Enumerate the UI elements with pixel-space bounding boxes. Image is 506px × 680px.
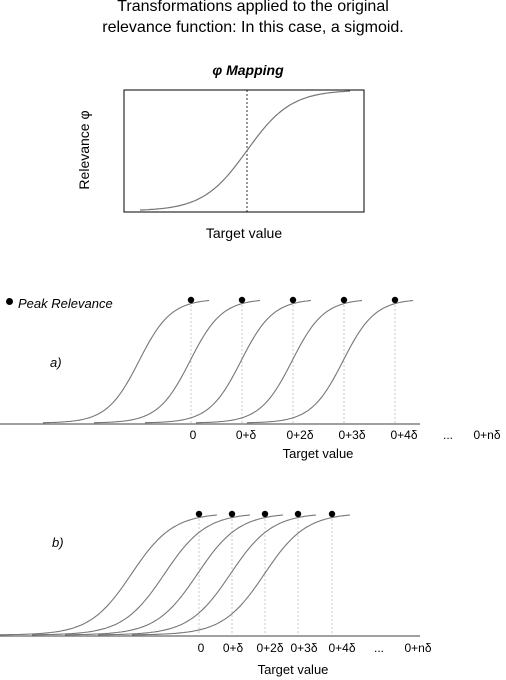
mapping-x-axis-label: Target value (205, 225, 283, 241)
panel-b-curves (0, 510, 351, 636)
panel-b-peak-marker (228, 510, 236, 518)
panel-b-tick-label: 0 (197, 641, 205, 655)
figure-title-line-1: Transformations applied to the original (117, 0, 389, 15)
panel-b-tick-label: 0+δ (222, 641, 244, 655)
panel-b-label: b) (52, 535, 64, 550)
panel-b-curve (65, 514, 284, 636)
panel-a-peak-marker (289, 296, 297, 304)
panel-a-tick-label: 0+nδ (473, 428, 501, 442)
panel-b-tick-label: 0+3δ (290, 641, 318, 655)
panel-a-label: a) (50, 355, 62, 370)
legend-marker (6, 298, 13, 305)
panel-a-tick-label: ... (442, 428, 454, 442)
panel-a-curve (145, 299, 312, 424)
panel-b-tick-label: 0+4δ (328, 641, 356, 655)
panel-a-peak-marker (238, 296, 246, 304)
panel-b-curve (0, 514, 218, 636)
panel-a-peak-marker (340, 296, 348, 304)
panel-a-peak-marker (391, 296, 399, 304)
figure-title-line-2: relevance function: In this case, a sigm… (102, 19, 404, 36)
panel-a-curves (43, 296, 414, 424)
panel-b-peak-marker (294, 510, 302, 518)
panel-a-curve (43, 299, 210, 424)
panel-a-tick-label: 0+4δ (390, 428, 418, 442)
legend-label: Peak Relevance (18, 296, 113, 311)
panel-a-tick-label: 0+δ (235, 428, 257, 442)
panel-b-x-axis-label: Target value (257, 662, 329, 677)
panel-a-x-axis-label: Target value (282, 446, 354, 461)
panel-b-tick-label: 0+2δ (256, 641, 284, 655)
panel-a-curve (247, 299, 414, 424)
panel-b-curve (132, 514, 351, 636)
panel-a-peak-marker (187, 296, 195, 304)
panel-b-tick-label: 0+nδ (404, 641, 432, 655)
mapping-sigmoid-curve (139, 90, 351, 211)
panel-b-curve (32, 514, 251, 636)
panel-b-peak-marker (261, 510, 269, 518)
mapping-plot-frame (123, 89, 365, 213)
panel-a-curve (196, 299, 363, 424)
panel-b-curve (98, 514, 317, 636)
panel-b-peak-marker (195, 510, 203, 518)
panel-a-curve (94, 299, 261, 424)
panel-b-peak-marker (328, 510, 336, 518)
panel-b-tick-label: ... (373, 641, 385, 655)
panel-a-tick-label: 0 (189, 428, 197, 442)
mapping-title: φ Mapping (212, 62, 284, 78)
panel-a-tick-label: 0+3δ (338, 428, 366, 442)
panel-a-tick-label: 0+2δ (286, 428, 314, 442)
